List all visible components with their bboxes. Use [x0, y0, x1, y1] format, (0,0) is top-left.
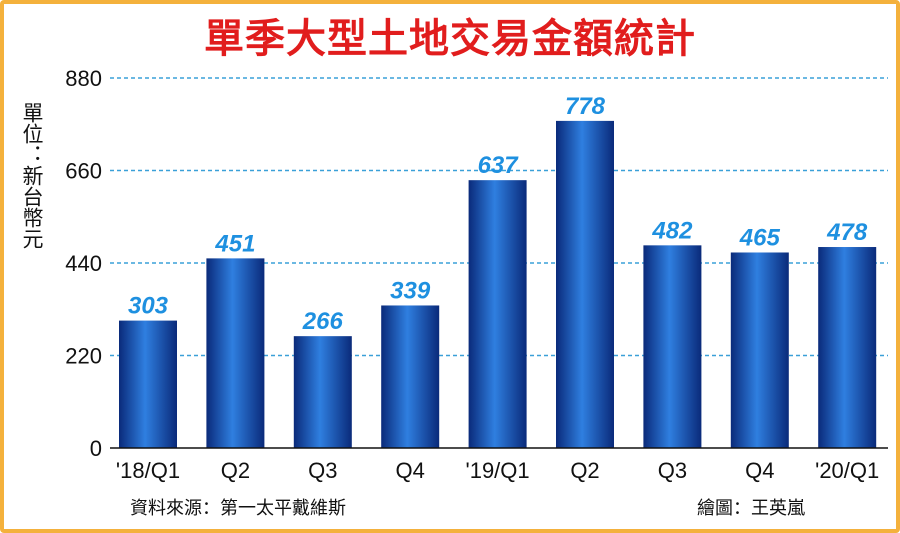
x-tick-label: Q3 — [308, 458, 337, 483]
bar-value-label: 339 — [390, 277, 431, 304]
bar — [730, 252, 789, 448]
y-axis-ticks: 0 220 440 660 880 — [65, 66, 102, 461]
x-tick-label: Q4 — [396, 458, 425, 483]
bar-value-label: 303 — [128, 293, 169, 320]
data-source: 資料來源：第一太平戴維斯 — [130, 498, 346, 519]
bars — [119, 120, 877, 449]
y-axis-label: 單位：新台幣元 — [20, 102, 44, 249]
bar-value-label: 482 — [651, 217, 693, 244]
x-axis-ticks: '18/Q1 Q2 Q3 Q4 '19/Q1 Q2 Q3 Q4 '20/Q1 — [116, 458, 879, 483]
bar — [293, 336, 352, 448]
bar — [818, 247, 877, 448]
y-tick-label: 220 — [65, 344, 102, 369]
y-tick-label: 880 — [65, 66, 102, 91]
bar — [556, 120, 614, 449]
graphic-credit: 繪圖：王英嵐 — [697, 498, 805, 519]
y-tick-label: 660 — [65, 159, 102, 184]
bar-value-label: 451 — [214, 230, 255, 257]
bar-value-label: 637 — [478, 152, 520, 179]
chart-title: 單季大型土地交易金額統計 — [204, 16, 696, 62]
bar-value-label: 266 — [302, 308, 344, 335]
x-tick-label: Q3 — [658, 458, 687, 483]
y-tick-label: 0 — [90, 436, 102, 461]
bar — [468, 180, 527, 448]
value-labels: 303 451 266 339 637 778 482 465 478 — [128, 93, 868, 335]
x-tick-label: '20/Q1 — [815, 458, 879, 483]
bar-value-label: 465 — [739, 224, 781, 251]
bar — [381, 305, 440, 448]
x-tick-label: Q2 — [570, 458, 599, 483]
bar — [206, 258, 265, 448]
x-tick-label: Q2 — [221, 458, 250, 483]
bar-value-label: 478 — [826, 219, 868, 246]
y-tick-label: 440 — [65, 251, 102, 276]
bar-value-label: 778 — [565, 93, 606, 120]
x-tick-label: '19/Q1 — [466, 458, 530, 483]
x-tick-label: Q4 — [745, 458, 774, 483]
bar — [643, 245, 702, 448]
x-tick-label: '18/Q1 — [116, 458, 180, 483]
bar — [119, 320, 177, 448]
